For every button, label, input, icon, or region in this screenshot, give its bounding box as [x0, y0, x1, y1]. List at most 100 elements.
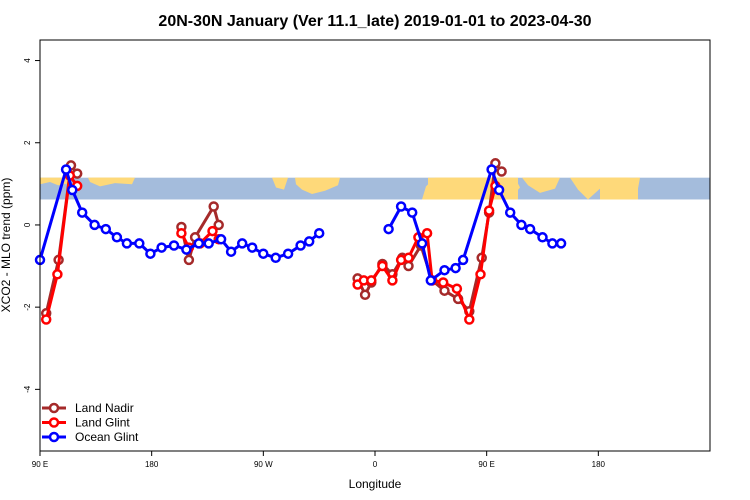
series-land-glint-point	[464, 314, 475, 325]
series-ocean-glint-point	[225, 246, 237, 257]
series-ocean-glint-point	[121, 238, 133, 249]
series-ocean-glint-point	[282, 248, 294, 259]
series-land-glint-point	[387, 275, 398, 286]
legend-label: Ocean Glint	[75, 430, 139, 444]
x-tick-label: 90 W	[254, 460, 273, 469]
series-ocean-glint-point	[168, 240, 180, 251]
series-layer	[34, 158, 567, 325]
legend-item-land-nadir: Land Nadir	[42, 401, 134, 415]
map-strip	[40, 177, 710, 200]
legend-label: Land Glint	[75, 416, 130, 430]
series-ocean-glint-point	[555, 238, 567, 249]
series-ocean-glint-point	[270, 252, 281, 264]
chart-title: 20N-30N January (Ver 11.1_late) 2019-01-…	[158, 13, 591, 30]
series-land-nadir-point	[183, 254, 195, 266]
series-land-glint-line	[356, 185, 497, 321]
series-ocean-glint-point	[439, 264, 450, 276]
series-ocean-glint-point	[537, 232, 548, 243]
x-axis: 90 E 180 90 W 0 90 E 180	[32, 451, 606, 469]
series-land-nadir-point	[213, 219, 224, 231]
series-ocean-glint-line	[387, 168, 562, 282]
series-ocean-glint	[34, 164, 567, 286]
x-tick-label: 180	[145, 460, 159, 469]
series-land-glint-point	[176, 227, 187, 239]
legend-item-land-glint: Land Glint	[42, 416, 130, 430]
series-ocean-glint-point	[89, 219, 100, 231]
series-ocean-glint-point	[383, 223, 394, 235]
series-ocean-glint-point	[76, 207, 88, 218]
series-ocean-glint-point	[303, 236, 315, 247]
series-ocean-glint-point	[236, 238, 248, 249]
series-land-glint-point	[475, 269, 486, 280]
land-patch	[570, 177, 605, 200]
series-land-glint-point	[483, 205, 495, 216]
series-ocean-glint-point	[450, 262, 461, 274]
x-tick-label: 90 E	[32, 460, 48, 469]
series-land-glint-point	[377, 260, 388, 272]
x-tick-label: 180	[592, 460, 606, 469]
series-land-nadir-point	[208, 201, 219, 212]
legend-item-ocean-glint: Ocean Glint	[42, 430, 139, 444]
land-patch	[522, 177, 560, 193]
series-ocean-glint-point	[258, 248, 269, 259]
land-patch	[295, 177, 340, 195]
land-patch	[600, 177, 638, 200]
series-ocean-glint-point	[395, 201, 407, 212]
series-land-glint-point	[421, 227, 433, 239]
series-ocean-glint-point	[425, 275, 437, 286]
legend-marker	[48, 402, 60, 414]
legend-marker	[48, 417, 60, 428]
land-patch	[428, 177, 518, 200]
series-ocean-glint-point	[111, 232, 123, 243]
series-ocean-glint-point	[181, 244, 192, 255]
series-ocean-glint-point	[457, 254, 469, 266]
series-ocean-glint-point	[100, 223, 112, 235]
series-land-nadir-point	[359, 289, 371, 301]
series-ocean-glint-point	[203, 238, 214, 249]
series-land-nadir-point	[439, 285, 450, 296]
series-land-glint-point	[403, 252, 414, 264]
series-ocean-glint-point	[516, 219, 527, 231]
series-ocean-glint-point	[295, 240, 306, 251]
x-tick-label: 90 E	[478, 460, 494, 469]
series-ocean-glint-point	[156, 242, 167, 253]
series-ocean-glint-point	[215, 234, 227, 245]
series-ocean-glint-point	[406, 207, 418, 218]
series-land-glint-point	[40, 314, 52, 325]
x-axis-label: Longitude	[349, 477, 402, 491]
series-ocean-glint-point	[134, 238, 145, 249]
x-tick-label: 0	[373, 460, 378, 469]
series-ocean-glint-point	[524, 223, 536, 235]
series-ocean-glint-point	[486, 164, 497, 175]
series-land-glint-point	[451, 283, 463, 294]
series-land-nadir-point	[403, 260, 414, 272]
y-tick-label: -2	[23, 303, 32, 311]
series-ocean-glint-point	[504, 207, 516, 218]
y-tick-label: 0	[23, 222, 32, 227]
land-patch	[272, 177, 288, 190]
legend-marker	[48, 431, 60, 443]
series-ocean-glint-point	[60, 164, 72, 175]
legend-label: Land Nadir	[75, 401, 134, 415]
series-ocean-glint-point	[493, 184, 505, 196]
map-strip-land	[40, 177, 640, 200]
y-axis: 4 2 0 -2 -4	[23, 58, 40, 393]
series-ocean-glint-point	[547, 238, 558, 249]
y-tick-label: -4	[23, 385, 32, 393]
y-axis-label: XCO2 - MLO trend (ppm)	[0, 178, 13, 313]
y-tick-label: 2	[23, 140, 32, 145]
series-land-glint-point	[207, 225, 218, 237]
series-land-glint-point	[366, 275, 377, 286]
series-ocean-glint-point	[246, 242, 258, 253]
series-ocean-glint-point	[67, 184, 78, 196]
series-ocean-glint-point	[313, 227, 325, 239]
series-land-glint-point	[52, 269, 63, 280]
series-land-glint-point	[437, 277, 449, 288]
series-land-glint-line	[44, 174, 79, 320]
series-land-nadir-point	[496, 166, 507, 177]
land-patch	[92, 177, 132, 183]
series-ocean-glint-point	[193, 238, 205, 249]
y-tick-label: 4	[23, 58, 32, 63]
